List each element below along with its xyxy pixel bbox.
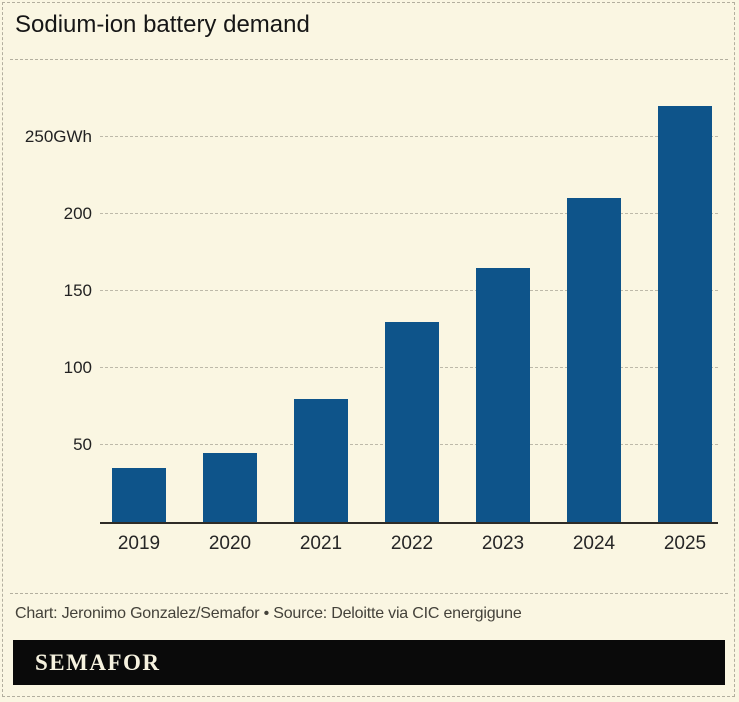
x-tick-label: 2020 [208, 533, 252, 554]
plot-area [100, 98, 718, 524]
chart-credit: Chart: Jeronimo Gonzalez/Semafor • Sourc… [15, 605, 522, 622]
y-tick-label: 200 [63, 203, 92, 223]
bar-2025 [658, 105, 712, 522]
bar-2021 [294, 398, 348, 522]
y-tick-label: 250GWh [24, 126, 92, 146]
x-tick-label: 2019 [117, 533, 161, 554]
x-tick-label: 2022 [390, 533, 434, 554]
y-tick-label: 50 [73, 434, 92, 454]
semafor-logo: SEMAFOR [35, 650, 161, 675]
chart-title: Sodium-ion battery demand [15, 11, 310, 38]
logo-bar: SEMAFOR [13, 640, 725, 685]
gridline [100, 212, 718, 214]
gridline [100, 135, 718, 137]
bar-2019 [112, 468, 166, 522]
gridline [100, 289, 718, 291]
x-tick-label: 2024 [572, 533, 616, 554]
x-axis-labels: 2019 2020 2021 2022 2023 2024 2025 [100, 533, 718, 559]
y-axis-labels: 50 100 150 200 250GWh [10, 98, 92, 522]
bar-2022 [385, 321, 439, 522]
footer-divider [10, 593, 728, 594]
bar-2024 [567, 198, 621, 522]
x-tick-label: 2023 [481, 533, 525, 554]
bar-2020 [203, 452, 257, 522]
x-tick-label: 2025 [663, 533, 707, 554]
y-tick-label: 150 [63, 280, 92, 300]
y-tick-label: 100 [63, 357, 92, 377]
x-tick-label: 2021 [299, 533, 343, 554]
header-divider [10, 59, 728, 60]
bar-2023 [476, 267, 530, 522]
x-axis-line [100, 522, 718, 524]
